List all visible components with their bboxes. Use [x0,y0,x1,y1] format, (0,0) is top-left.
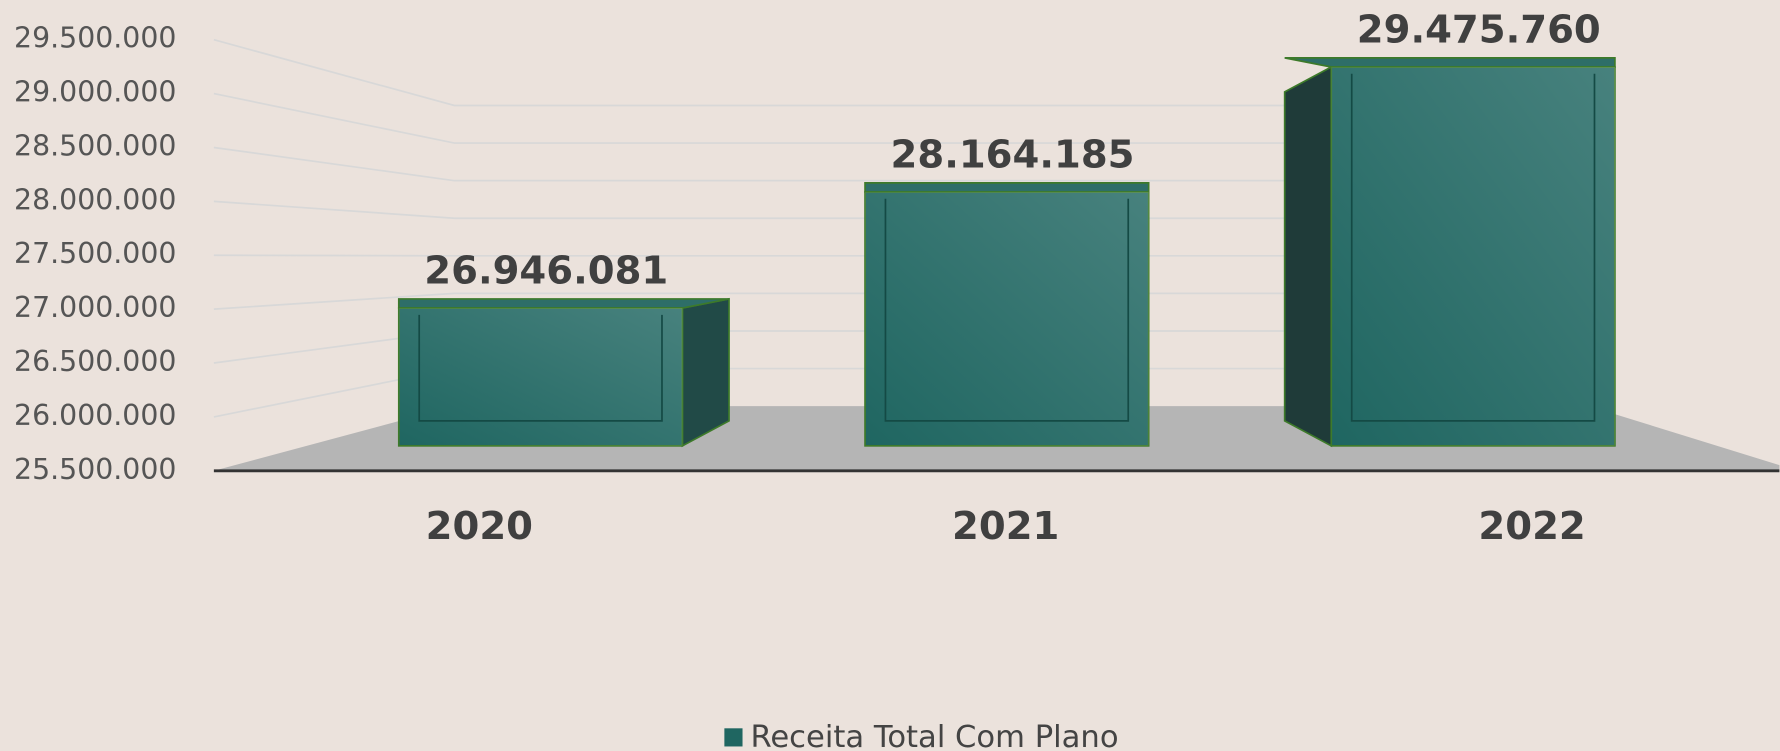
bar [864,182,1150,447]
bar-side [681,297,730,448]
bar-edge [884,198,1130,422]
y-tick-label: 27.500.000 [14,237,176,270]
grid-line [213,146,1589,182]
value-label: 28.164.185 [891,132,1135,177]
y-tick-label: 27.000.000 [14,291,176,324]
value-label: 26.946.081 [424,248,668,293]
bar-side [1283,65,1333,448]
legend-swatch [724,728,743,747]
y-tick-label: 29.000.000 [14,76,176,109]
bar-edge [418,314,663,422]
value-label: 29.475.760 [1357,7,1601,52]
grid-line [213,38,1589,107]
grid-line [213,200,1589,220]
y-tick-label: 28.000.000 [14,183,176,216]
x-tick-label: 2020 [426,504,533,549]
bar [397,297,730,448]
grid-line [213,92,1589,144]
y-tick-label: 28.500.000 [14,129,176,162]
bar-edge [1350,73,1596,422]
x-tick-label: 2021 [952,504,1059,549]
bar-top [1284,57,1616,68]
x-tick-label: 2022 [1478,504,1585,549]
y-tick-label: 29.500.000 [14,22,176,55]
bar-shine [398,308,683,446]
y-tick-label: 26.000.000 [14,399,176,432]
y-tick-label: 26.500.000 [14,345,176,378]
bar-shine [1331,66,1615,446]
bar-top [864,182,1150,193]
legend-label: Receita Total Com Plano [750,720,1118,751]
grid-line [213,254,1589,257]
y-tick-label: 25.500.000 [14,453,176,486]
bar-shine [865,191,1149,446]
grid-line [213,292,1589,310]
bar [1283,57,1616,448]
bar-top [397,298,730,309]
